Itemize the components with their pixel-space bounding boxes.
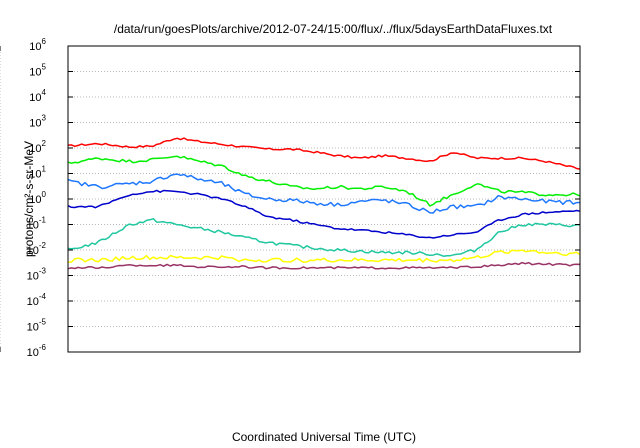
- y-tick-label: 10-1: [27, 216, 47, 232]
- y-tick-base: 10: [27, 347, 39, 359]
- y-tick-exponent: 1: [42, 165, 47, 174]
- series-line-1: [67, 137, 581, 170]
- series-line-7: [67, 261, 581, 270]
- series-line-4: [67, 189, 581, 239]
- chart-title: /data/run/goesPlots/archive/2012-07-24/1…: [114, 22, 553, 36]
- y-tick-base: 10: [29, 67, 41, 79]
- y-tick-exponent: -1: [39, 216, 47, 225]
- y-tick-label: 100: [29, 190, 46, 206]
- y-tick-base: 10: [27, 296, 39, 308]
- y-tick-label: 105: [29, 63, 46, 79]
- y-tick-label: 102: [29, 139, 46, 155]
- y-tick-base: 10: [27, 245, 39, 257]
- y-tick-base: 10: [29, 41, 41, 53]
- y-tick-exponent: -4: [39, 292, 47, 301]
- y-tick-label: 10-2: [27, 241, 47, 257]
- grid: [0, 46, 580, 352]
- y-tick-label: 101: [29, 165, 46, 181]
- y-tick-exponent: 6: [42, 37, 47, 46]
- y-tick-label: 10-6: [27, 343, 47, 359]
- y-tick-exponent: 4: [42, 88, 47, 97]
- y-tick-exponent: -5: [39, 318, 47, 327]
- y-tick-base: 10: [27, 271, 39, 283]
- y-tick-label: 106: [29, 37, 46, 53]
- y-tick-exponent: 5: [42, 63, 47, 72]
- y-tick-exponent: 3: [42, 114, 47, 123]
- y-tick-base: 10: [29, 143, 41, 155]
- y-tick-base: 10: [29, 92, 41, 104]
- series-line-2: [67, 155, 581, 207]
- y-tick-label: 10-3: [27, 267, 47, 283]
- y-tick-base: 10: [27, 322, 39, 334]
- y-tick-base: 10: [29, 118, 41, 130]
- series-line-6: [67, 249, 581, 263]
- y-tick-label: 10-5: [27, 318, 47, 334]
- x-axis-label: Coordinated Universal Time (UTC): [232, 430, 416, 444]
- series-group: [67, 137, 581, 270]
- y-tick-exponent: -3: [39, 267, 47, 276]
- y-tick-labels: 10610510410310210110010-110-210-310-410-…: [27, 37, 47, 359]
- y-axis-label: protons/cm²-s-sr-MeV: [22, 141, 36, 257]
- y-tick-label: 104: [29, 88, 46, 104]
- y-tick-base: 10: [29, 169, 41, 181]
- y-tick-exponent: 0: [42, 190, 47, 199]
- y-tick-exponent: -6: [39, 343, 47, 352]
- y-tick-label: 10-4: [27, 292, 47, 308]
- y-tick-base: 10: [29, 194, 41, 206]
- axis-ticks: [0, 45, 580, 353]
- series-line-5: [67, 217, 580, 257]
- y-tick-exponent: -2: [39, 241, 47, 250]
- series-line-3: [67, 173, 581, 214]
- y-tick-label: 103: [29, 114, 46, 130]
- y-tick-base: 10: [27, 220, 39, 232]
- y-tick-exponent: 2: [42, 139, 47, 148]
